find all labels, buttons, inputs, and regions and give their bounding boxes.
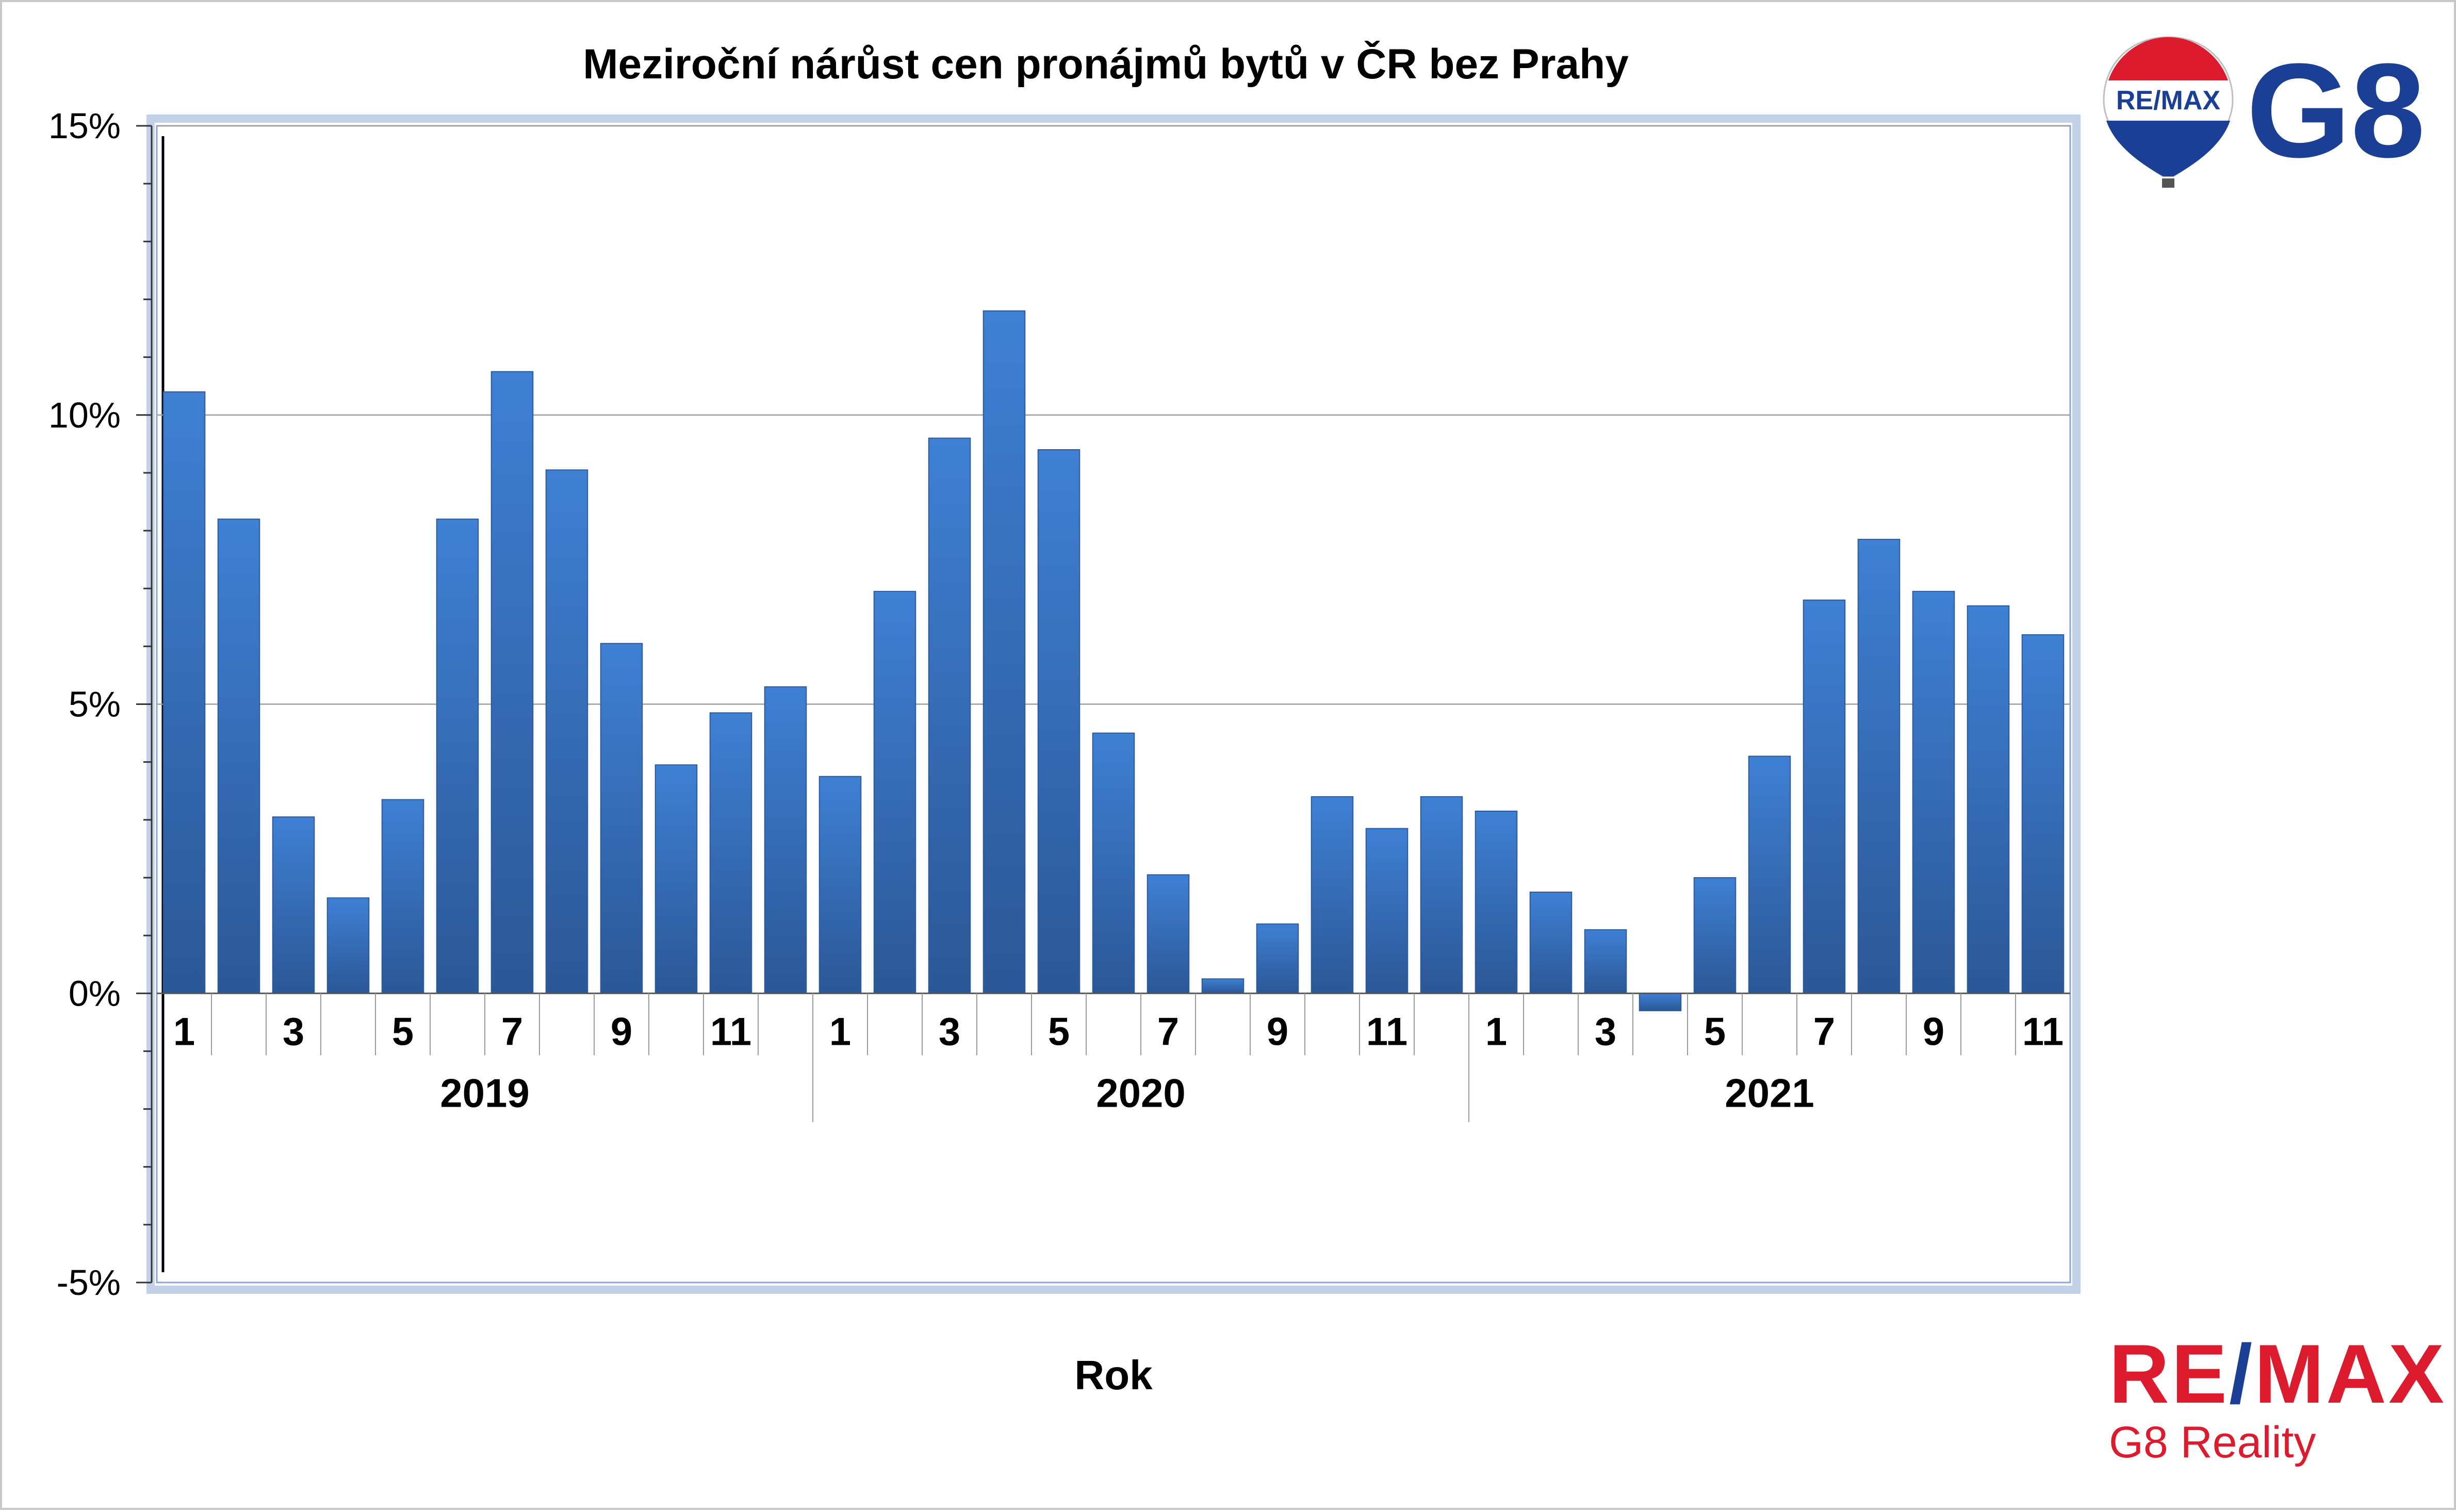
year-label: 2020 (1096, 1070, 1186, 1115)
bar-5/2020 (1037, 449, 1080, 994)
remax-wordmark: RE/MAX (2109, 1327, 2447, 1421)
bar-2/2021 (1529, 891, 1573, 994)
bar-7/2021 (1803, 599, 1846, 994)
bar-8/2020 (1201, 978, 1245, 994)
x-tick-label: 5 (392, 1010, 414, 1054)
bar-5/2021 (1693, 877, 1737, 994)
bar-4/2021 (1639, 993, 1682, 1011)
bar-6/2019 (436, 518, 479, 994)
balloon-icon: RE/MAX G8 (2103, 36, 2426, 188)
bar-4/2020 (983, 310, 1026, 994)
remax-slash: / (2229, 1327, 2255, 1421)
y-axis-ticks: -5% 0% 5% 10% 15% (48, 106, 153, 1303)
x-tick-label: 9 (611, 1010, 632, 1054)
bar-8/2021 (1857, 538, 1901, 994)
bar-7/2019 (490, 371, 534, 994)
bar-5/2019 (381, 799, 424, 994)
balloon-text: RE/MAX (2116, 86, 2221, 116)
x-tick-label: 11 (710, 1010, 751, 1054)
x-tick-label: 11 (2022, 1010, 2064, 1054)
x-tick-label: 3 (283, 1010, 304, 1054)
x-tick-label: 3 (939, 1010, 960, 1054)
remax-footer-brand: RE/MAX G8 Reality (2109, 1333, 2444, 1477)
y-tick-label: 5% (69, 684, 121, 725)
g8-reality-text: G8 Reality (2109, 1418, 2316, 1467)
year-label: 2021 (1725, 1070, 1814, 1115)
bar-12/2019 (764, 686, 807, 994)
y-tick-label: 10% (48, 395, 121, 435)
bar-1/2019 (162, 391, 206, 994)
bar-9/2021 (1912, 590, 1955, 994)
g8-logo-text: G8 (2247, 36, 2426, 186)
bar-3/2020 (928, 437, 971, 994)
x-tick-label: 5 (1704, 1010, 1726, 1054)
x-tick-label: 9 (1923, 1010, 1944, 1054)
bar-2/2020 (873, 590, 916, 994)
bar-11/2020 (1365, 828, 1409, 994)
chart-title: Meziroční nárůst cen pronájmů bytů v ČR … (583, 41, 1629, 88)
x-tick-label: 3 (1595, 1010, 1616, 1054)
year-label: 2019 (440, 1070, 530, 1115)
bar-2/2019 (217, 518, 260, 994)
x-tick-label: 1 (829, 1010, 851, 1054)
x-tick-label: 5 (1048, 1010, 1070, 1054)
remax-g8-logo: RE/MAX G8 (2101, 33, 2431, 193)
bar-10/2020 (1311, 796, 1354, 994)
x-tick-label: 7 (501, 1010, 523, 1054)
year-labels: 2019 2020 2021 (440, 993, 1814, 1123)
x-axis-ticks: 1 3 5 7 9 11 1 3 5 7 9 11 1 3 5 7 9 11 (157, 992, 2070, 1056)
bar-12/2020 (1420, 796, 1463, 994)
x-tick-label: 7 (1157, 1010, 1179, 1054)
bar-1/2020 (818, 776, 862, 994)
bar-1/2021 (1475, 810, 1518, 994)
bar-3/2019 (272, 816, 315, 994)
x-tick-label: 1 (1485, 1010, 1507, 1054)
x-tick-label: 1 (173, 1010, 195, 1054)
bar-6/2021 (1748, 755, 1791, 994)
x-tick-label: 11 (1366, 1010, 1407, 1054)
bar-9/2019 (600, 643, 643, 994)
bar-6/2020 (1092, 732, 1135, 994)
bar-4/2019 (326, 897, 370, 994)
y-tick-label: 0% (69, 973, 121, 1013)
y-tick-label: -5% (57, 1262, 121, 1303)
bar-10/2019 (654, 764, 698, 994)
y-tick-label: 15% (48, 106, 121, 146)
bar-8/2019 (545, 469, 588, 994)
bars (162, 310, 2065, 1011)
x-tick-label: 7 (1813, 1010, 1835, 1054)
bar-3/2021 (1584, 929, 1627, 994)
bar-11/2021 (2021, 634, 2065, 994)
x-axis-label: Rok (1074, 1352, 1153, 1398)
bar-10/2021 (1967, 605, 2010, 994)
bar-7/2020 (1147, 874, 1190, 994)
bar-11/2019 (709, 712, 752, 994)
x-tick-label: 9 (1267, 1010, 1288, 1054)
bar-9/2020 (1256, 923, 1299, 994)
